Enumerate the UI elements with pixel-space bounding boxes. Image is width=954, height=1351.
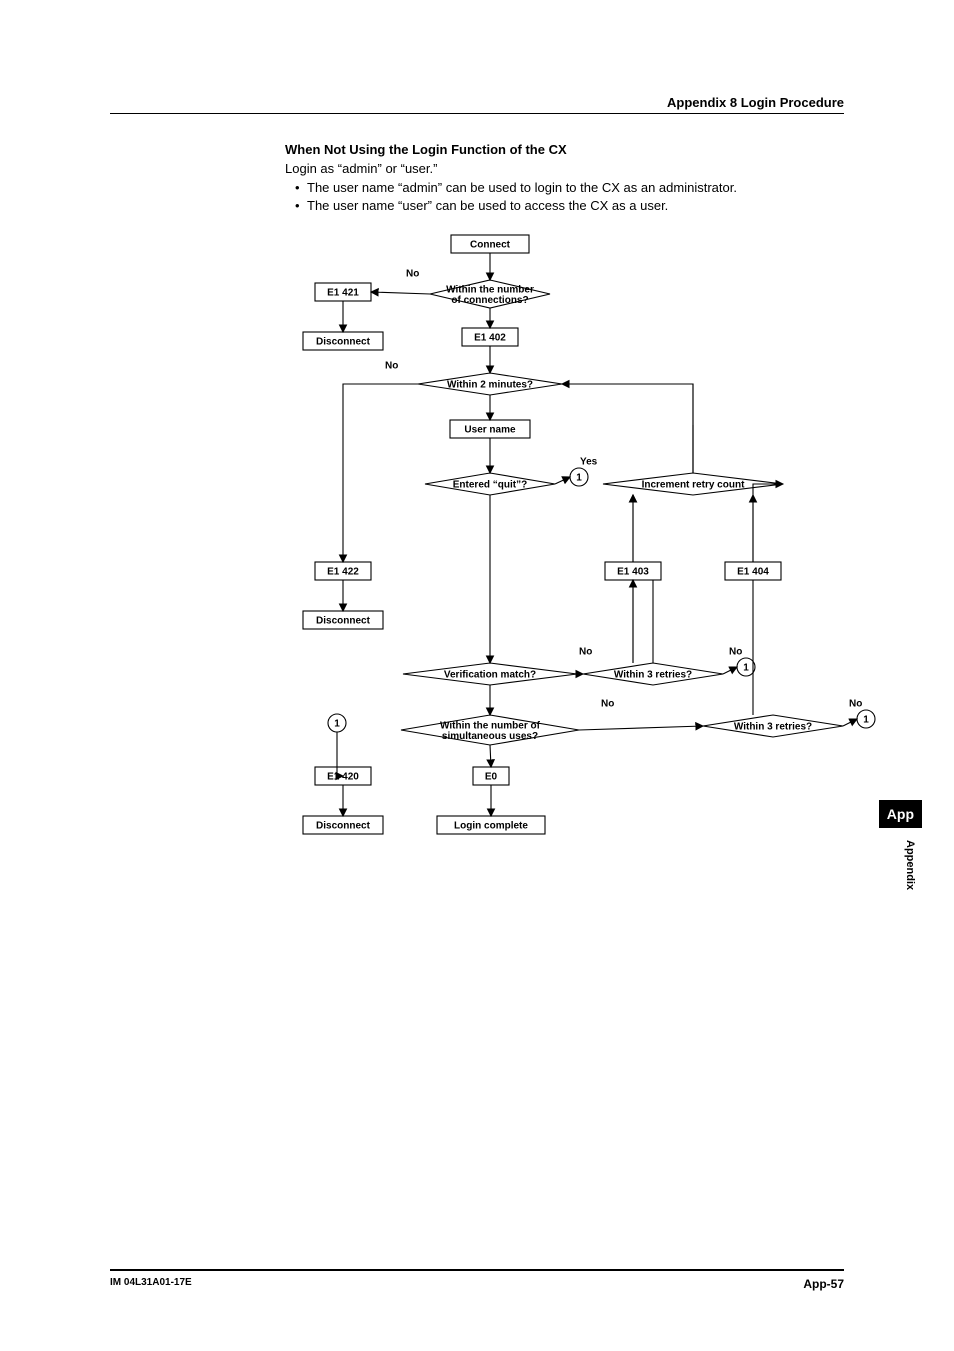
login-flowchart: Connect Within the numberof connections? E… xyxy=(285,225,845,865)
svg-text:No: No xyxy=(849,699,862,710)
svg-text:E1 402: E1 402 xyxy=(474,333,506,344)
footer-docid: IM 04L31A01-17E xyxy=(110,1277,192,1291)
svg-text:No: No xyxy=(601,699,614,710)
bullet-item: The user name “user” can be used to acce… xyxy=(295,198,844,213)
side-tab-vertical: Appendix xyxy=(904,840,916,890)
footer: IM 04L31A01-17E App-57 xyxy=(110,1269,844,1291)
svg-text:Entered “quit”?: Entered “quit”? xyxy=(453,480,527,491)
svg-text:1: 1 xyxy=(334,719,340,730)
running-header: Appendix 8 Login Procedure xyxy=(110,95,844,113)
footer-page: App-57 xyxy=(803,1277,844,1291)
svg-text:User name: User name xyxy=(464,425,516,436)
svg-text:Login complete: Login complete xyxy=(454,821,528,832)
svg-text:Verification match?: Verification match? xyxy=(444,670,536,681)
svg-text:E1 421: E1 421 xyxy=(327,288,359,299)
svg-text:Connect: Connect xyxy=(470,240,511,251)
svg-text:No: No xyxy=(579,647,592,658)
svg-text:E1 420: E1 420 xyxy=(327,772,359,783)
svg-text:1: 1 xyxy=(743,663,749,674)
svg-text:Within the numberof connection: Within the numberof connections? xyxy=(446,285,534,307)
svg-text:No: No xyxy=(729,647,742,658)
svg-text:Increment retry count: Increment retry count xyxy=(642,480,745,491)
svg-text:Within the number ofsimultaneo: Within the number ofsimultaneous uses? xyxy=(440,721,541,743)
svg-text:Disconnect: Disconnect xyxy=(316,616,371,627)
bullet-list: The user name “admin” can be used to log… xyxy=(285,180,844,213)
svg-text:Disconnect: Disconnect xyxy=(316,337,371,348)
svg-text:1: 1 xyxy=(576,473,582,484)
svg-text:E0: E0 xyxy=(485,772,498,783)
svg-text:1: 1 xyxy=(863,715,869,726)
section-intro: Login as “admin” or “user.” xyxy=(285,161,844,176)
header-rule xyxy=(110,113,844,114)
bullet-item: The user name “admin” can be used to log… xyxy=(295,180,844,195)
content-block: When Not Using the Login Function of the… xyxy=(285,142,844,865)
svg-text:E1 404: E1 404 xyxy=(737,567,769,578)
svg-text:Within 3 retries?: Within 3 retries? xyxy=(734,722,812,733)
svg-text:Disconnect: Disconnect xyxy=(316,821,371,832)
page: Appendix 8 Login Procedure When Not Usin… xyxy=(0,0,954,1351)
svg-text:Yes: Yes xyxy=(580,457,598,468)
flowchart-svg: Connect Within the numberof connections? E… xyxy=(285,225,885,865)
svg-text:Within 2 minutes?: Within 2 minutes? xyxy=(447,380,533,391)
svg-text:E1 422: E1 422 xyxy=(327,567,359,578)
svg-text:E1 403: E1 403 xyxy=(617,567,649,578)
svg-text:No: No xyxy=(385,361,398,372)
svg-text:No: No xyxy=(406,269,419,280)
side-tab: App xyxy=(879,800,922,828)
section-title: When Not Using the Login Function of the… xyxy=(285,142,844,157)
svg-text:Within 3 retries?: Within 3 retries? xyxy=(614,670,692,681)
